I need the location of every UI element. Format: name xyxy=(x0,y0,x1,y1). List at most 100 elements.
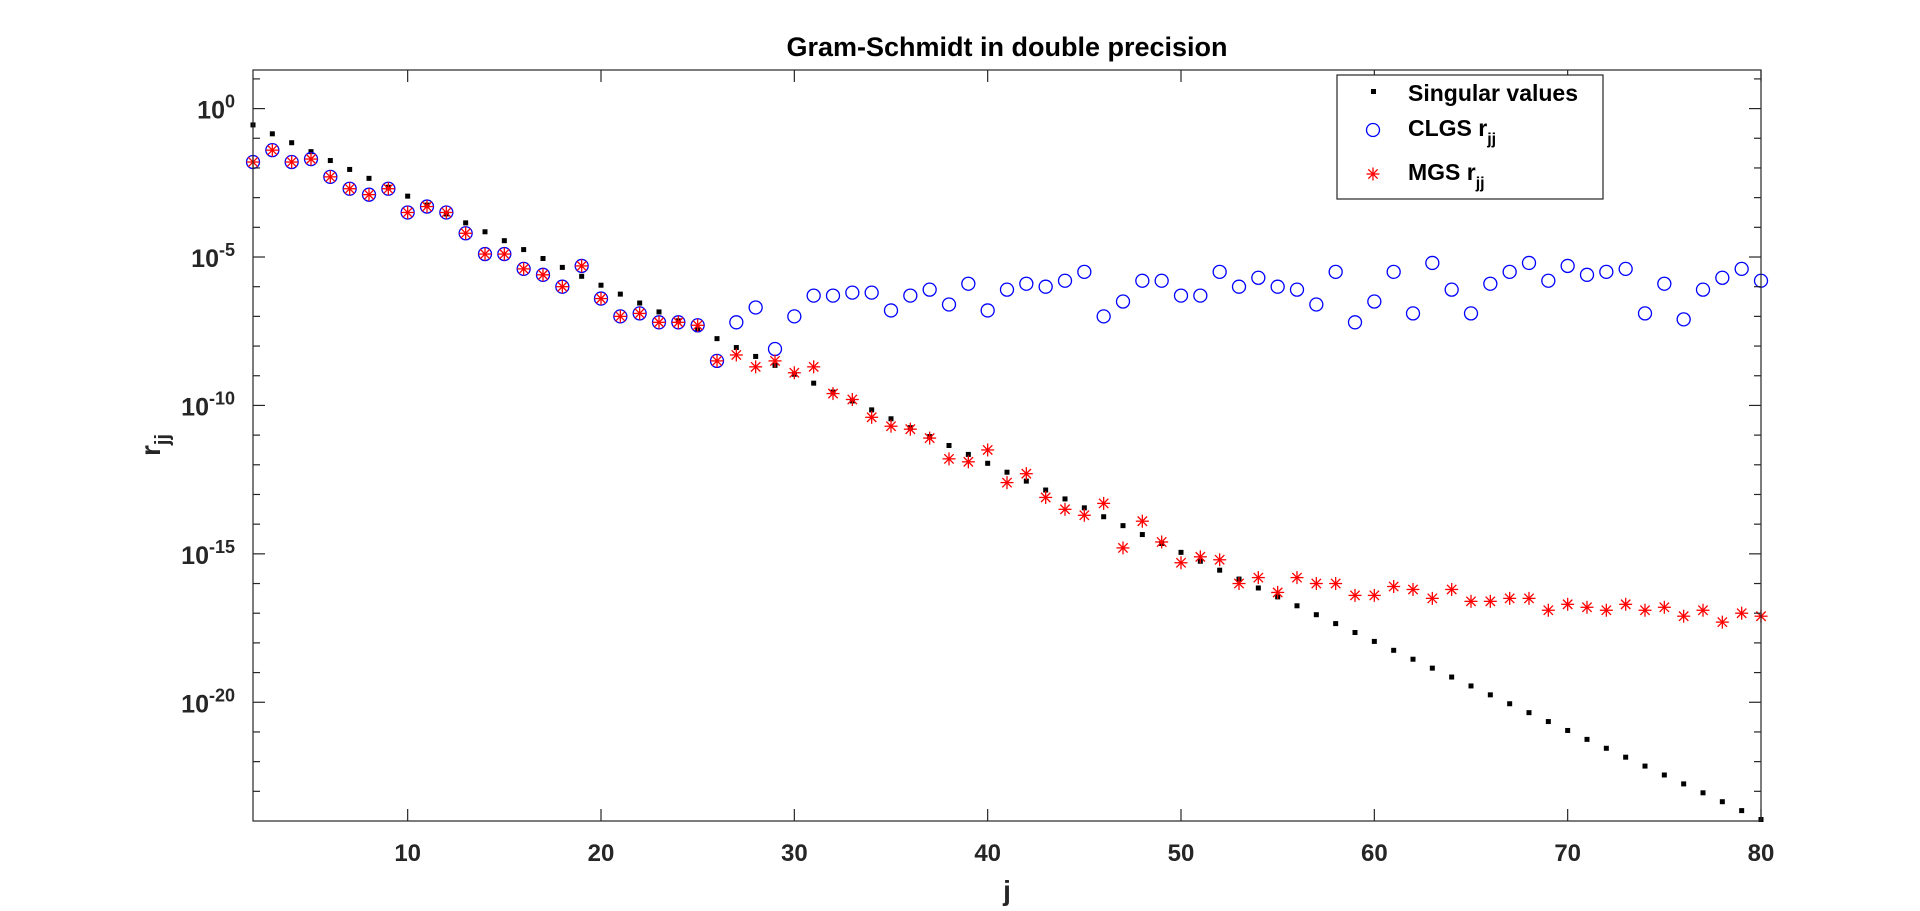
legend-label-clgs-sub: jj xyxy=(1486,131,1496,148)
clgs-point xyxy=(961,276,976,291)
mgs-point xyxy=(1541,603,1555,617)
x-tick-label: 40 xyxy=(974,840,1001,867)
y-tick-label: 10-20 xyxy=(181,685,235,718)
mgs-point xyxy=(807,360,821,374)
singular-value-point xyxy=(1545,719,1551,725)
x-tick-label: 30 xyxy=(781,840,808,867)
mgs-point xyxy=(1445,582,1459,596)
clgs-point xyxy=(1637,306,1653,321)
mgs-point xyxy=(285,155,299,169)
mgs-point xyxy=(787,366,801,380)
clgs-point xyxy=(1231,279,1247,294)
mgs-point xyxy=(381,182,395,196)
clgs-point xyxy=(1521,255,1537,271)
clgs-point xyxy=(825,288,841,303)
mgs-point xyxy=(652,315,666,329)
mgs-point xyxy=(1561,597,1575,611)
clgs-point xyxy=(1270,279,1285,294)
legend-label-singular: Singular values xyxy=(1408,80,1578,106)
mgs-point xyxy=(1193,550,1207,564)
singular-value-point xyxy=(1449,674,1455,680)
clgs-point xyxy=(1173,288,1189,303)
clgs-point xyxy=(1019,276,1034,291)
clgs-point xyxy=(845,285,860,300)
singular-value-point xyxy=(1371,638,1377,644)
clgs-point xyxy=(1734,261,1749,277)
singular-value-point xyxy=(347,166,353,172)
mgs-point xyxy=(1367,588,1381,602)
mgs-point xyxy=(1309,577,1323,591)
singular-value-point xyxy=(1719,799,1725,805)
mgs-point xyxy=(265,143,279,157)
clgs-point xyxy=(1367,294,1382,309)
mgs-point xyxy=(323,170,337,184)
mgs-point xyxy=(1696,603,1710,617)
singular-value-point xyxy=(1739,808,1745,814)
mgs-point xyxy=(710,354,724,368)
clgs-point xyxy=(999,282,1015,297)
mgs-point xyxy=(1677,609,1691,623)
mgs-point xyxy=(903,422,917,436)
svg-text:rjj: rjj xyxy=(135,434,174,456)
clgs-point xyxy=(1212,264,1227,279)
clgs-point xyxy=(1077,264,1092,279)
clgs-point xyxy=(1541,273,1556,288)
mgs-point xyxy=(1174,556,1188,570)
clgs-point xyxy=(1386,264,1401,279)
singular-value-point xyxy=(733,345,739,351)
mgs-point xyxy=(594,292,608,306)
singular-value-point xyxy=(1217,567,1223,573)
clgs-point xyxy=(1038,279,1053,294)
clgs-point xyxy=(980,303,995,318)
mgs-point xyxy=(1464,594,1478,608)
mgs-point xyxy=(1638,603,1652,617)
singular-value-point xyxy=(1487,692,1493,698)
mgs-point xyxy=(1580,600,1594,614)
chart-title: Gram-Schmidt in double precision xyxy=(786,32,1227,62)
clgs-point xyxy=(806,288,821,303)
singular-value-point xyxy=(1584,736,1590,742)
singular-value-point xyxy=(1313,612,1319,618)
singular-value-point xyxy=(1139,532,1145,538)
singular-value-point xyxy=(405,193,411,199)
clgs-point xyxy=(883,303,899,318)
singular-value-point xyxy=(366,175,372,181)
singular-value-point xyxy=(579,273,585,279)
legend-label-mgs-base: MGS r xyxy=(1408,159,1476,185)
mgs-point xyxy=(536,268,550,282)
y-tick-label: 10-15 xyxy=(181,537,235,570)
mgs-point xyxy=(1077,508,1091,522)
y-tick-label: 100 xyxy=(197,92,235,125)
x-tick-label: 20 xyxy=(588,840,615,867)
clgs-point xyxy=(1347,315,1363,330)
clgs-point xyxy=(1463,306,1479,321)
singular-value-point xyxy=(1004,469,1010,475)
singular-value-point xyxy=(965,451,971,457)
legend-mgs-asterisk xyxy=(1366,167,1380,181)
y-axis-label-sub: jj xyxy=(152,434,174,446)
singular-value-point xyxy=(1062,496,1068,502)
clgs-point xyxy=(1715,270,1730,285)
clgs-point xyxy=(1579,267,1595,282)
y-axis-label-base: r xyxy=(135,445,166,456)
x-tick-label: 50 xyxy=(1168,840,1195,867)
mgs-point xyxy=(439,205,453,219)
clgs-point xyxy=(1289,282,1305,297)
mgs-point xyxy=(1619,597,1633,611)
singular-value-point xyxy=(1255,585,1261,591)
mgs-point xyxy=(729,348,743,362)
mgs-point xyxy=(1097,496,1111,510)
clgs-point xyxy=(1599,264,1614,279)
clgs-point xyxy=(1328,264,1343,279)
singular-value-point xyxy=(1023,478,1029,484)
legend-label-clgs-base: CLGS r xyxy=(1408,115,1487,141)
mgs-point xyxy=(517,262,531,276)
mgs-point xyxy=(401,205,415,219)
mgs-point xyxy=(1290,571,1304,585)
mgs-point xyxy=(1406,582,1420,596)
mgs-point xyxy=(555,280,569,294)
singular-value-point xyxy=(1101,514,1107,520)
singular-value-point xyxy=(308,149,314,155)
mgs-point xyxy=(1135,514,1149,528)
clgs-point xyxy=(1695,282,1711,297)
